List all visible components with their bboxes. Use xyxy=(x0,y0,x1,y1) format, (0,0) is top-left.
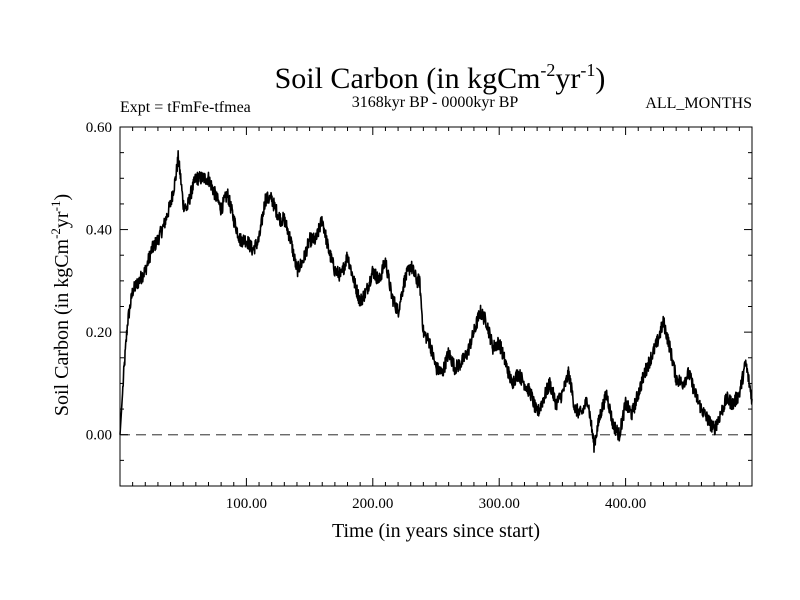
chart-title: Soil Carbon (in kgCm-2yr-1) xyxy=(275,60,606,95)
y-tick-label: 0.00 xyxy=(86,428,112,444)
y-axis-label-exp2: -1 xyxy=(48,201,63,212)
months-label: ALL_MONTHS xyxy=(645,95,752,112)
x-tick-label: 200.00 xyxy=(352,496,393,512)
plot-frame xyxy=(119,126,753,487)
y-tick-label: 0.40 xyxy=(86,223,112,239)
y-axis-label-exp1: -2 xyxy=(48,228,63,239)
x-axis-label: Time (in years since start) xyxy=(332,520,540,542)
chart-title-exp1: -2 xyxy=(540,60,555,80)
x-tick-label: 400.00 xyxy=(605,496,646,512)
chart-title-main: Soil Carbon (in kgCm xyxy=(275,62,541,95)
y-axis-label: Soil Carbon (in kgCm-2yr-1) xyxy=(48,194,73,416)
chart-title-end: ) xyxy=(595,62,605,95)
y-tick-label: 0.20 xyxy=(86,325,112,341)
x-tick-label: 100.00 xyxy=(226,496,267,512)
y-axis-label-mid: yr xyxy=(51,211,73,228)
chart-title-mid: yr xyxy=(555,62,580,95)
y-axis-label-main: Soil Carbon (in kgCm xyxy=(51,238,73,416)
series-line-soil-carbon xyxy=(119,150,753,453)
y-tick-label: 0.60 xyxy=(86,120,112,136)
x-tick-label: 300.00 xyxy=(479,496,520,512)
time-range-label: 3168kyr BP - 0000kyr BP xyxy=(352,94,519,111)
y-axis-label-end: ) xyxy=(51,194,73,201)
experiment-label: Expt = tFmFe-tfmea xyxy=(120,99,251,116)
chart-title-exp2: -1 xyxy=(580,60,595,80)
axis-ticks: 100.00 200.00 300.00 400.00 0.60 0.40 0.20 0.00 xyxy=(86,120,752,512)
